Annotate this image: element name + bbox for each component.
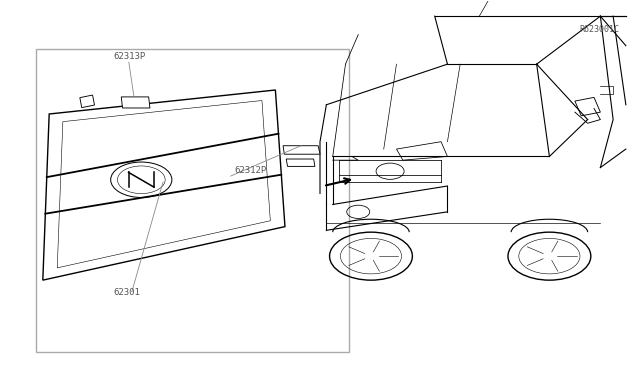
Polygon shape (283, 146, 320, 154)
Text: 62312P: 62312P (234, 166, 266, 175)
Bar (36, 49, 349, 352)
Text: R623001C: R623001C (579, 25, 620, 34)
Polygon shape (80, 95, 95, 108)
Polygon shape (43, 90, 285, 280)
Polygon shape (121, 97, 150, 108)
Polygon shape (286, 159, 315, 166)
Text: 62313P: 62313P (113, 52, 145, 61)
Text: 62301: 62301 (113, 288, 140, 297)
